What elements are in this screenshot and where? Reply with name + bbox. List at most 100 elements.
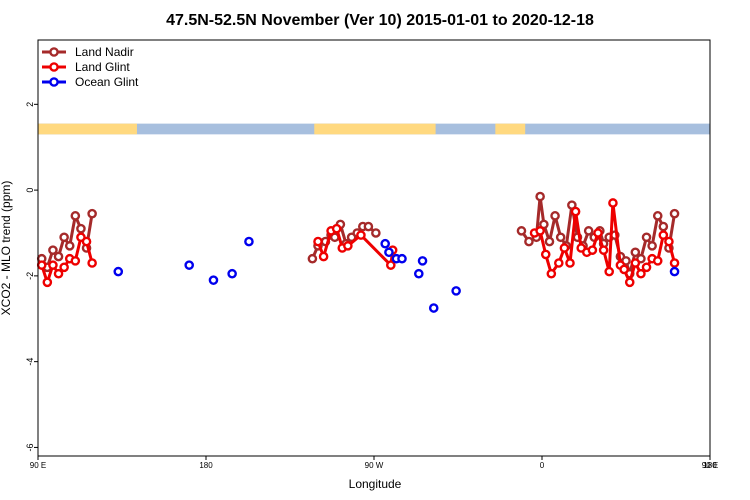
land-nadir-point [555, 232, 566, 243]
land-nadir-point [535, 191, 545, 202]
ocean-glint-point [244, 236, 254, 247]
y-axis-label: XCO2 - MLO trend (ppm) [0, 181, 13, 316]
series-layer [36, 191, 680, 313]
y-tick-label: -2 [25, 272, 35, 280]
land-strip-segment [495, 123, 526, 135]
land-nadir-point [641, 232, 652, 243]
legend-marker-land-glint [49, 62, 59, 72]
ocean-glint-point [428, 303, 439, 313]
land-nadir-point [583, 226, 594, 236]
land-glint-point [546, 268, 557, 279]
land-glint-point [624, 277, 635, 288]
ocean-glint-point [451, 286, 461, 296]
land-glint-point [70, 256, 81, 266]
land-glint-point [554, 258, 564, 268]
x-tick-label: 90 E [702, 461, 718, 470]
ocean-glint-point [184, 260, 194, 270]
land-glint-point [652, 256, 663, 266]
legend-label-ocean-glint: Ocean Glint [75, 75, 139, 89]
land-glint-point [87, 258, 97, 268]
land-glint-point [53, 268, 64, 279]
land-glint-point [604, 266, 615, 277]
land-glint-point [313, 236, 323, 247]
legend-marker-ocean-glint [49, 77, 59, 87]
land-glint-point [385, 260, 396, 270]
land-glint-point [42, 277, 53, 288]
land-glint-point [636, 268, 646, 279]
land-glint-point [36, 260, 47, 270]
land-glint-point [343, 241, 353, 251]
land-glint-point [598, 245, 609, 255]
ocean-glint-series [113, 236, 680, 313]
land-nadir-point [524, 236, 534, 247]
land-ocean-strip [38, 123, 710, 135]
land-glint-point [570, 206, 581, 217]
land-glint-point [331, 223, 342, 234]
land-glint-point [587, 245, 598, 255]
land-nadir-point [669, 208, 680, 219]
land-nadir-point [59, 232, 69, 243]
land-strip-segment [38, 123, 137, 135]
legend-label-land-nadir: Land Nadir [75, 45, 134, 59]
y-tick-label: -4 [25, 358, 35, 366]
land-nadir-point [76, 223, 86, 234]
land-glint-point [664, 236, 674, 247]
land-strip-segment [314, 123, 436, 135]
land-nadir-point [70, 211, 81, 221]
land-glint-point [48, 260, 58, 270]
land-glint-point [658, 230, 669, 240]
land-glint-point [619, 264, 629, 275]
land-nadir-point [658, 221, 669, 232]
land-glint-point [535, 226, 545, 236]
x-tick-label: 180 [199, 461, 213, 470]
ocean-glint-point [413, 268, 424, 279]
ocean-glint-point [113, 266, 124, 277]
land-glint-point [565, 258, 575, 268]
land-glint-point [641, 262, 652, 273]
y-tick-label: 2 [25, 102, 35, 107]
plot-frame [37, 39, 711, 457]
land-nadir-point [363, 221, 374, 232]
land-glint-point [608, 198, 618, 208]
land-glint-point [559, 243, 570, 253]
land-glint-point [81, 236, 92, 247]
land-nadir-point [516, 226, 527, 236]
ocean-glint-point [384, 247, 394, 258]
ocean-glint-point [227, 268, 237, 279]
ocean-glint-point [208, 275, 219, 285]
land-nadir-point [647, 241, 657, 251]
x-axis-label: Longitude [349, 477, 402, 491]
land-glint-series [36, 198, 680, 288]
y-tick-label: 0 [25, 188, 35, 193]
land-nadir-point [87, 208, 97, 219]
land-glint-point [356, 230, 366, 240]
land-nadir-point [544, 236, 555, 247]
land-glint-point [318, 251, 329, 262]
chart-title: 47.5N-52.5N November (Ver 10) 2015-01-01… [166, 12, 594, 29]
land-nadir-point [652, 211, 663, 221]
legend-marker-land-nadir [49, 47, 59, 57]
land-nadir-point [630, 247, 641, 258]
land-nadir-point [48, 245, 58, 255]
land-nadir-point [371, 228, 381, 238]
ocean-glint-point [669, 266, 680, 277]
land-nadir-point [64, 241, 75, 251]
ocean-glint-point [397, 253, 407, 264]
land-nadir-point [307, 253, 318, 264]
land-nadir-point [550, 211, 560, 221]
legend-label-land-glint: Land Glint [75, 60, 130, 74]
ocean-glint-point [417, 256, 428, 266]
x-tick-label: 90 E [30, 461, 46, 470]
land-glint-point [669, 258, 680, 268]
x-tick-label: 180 [703, 461, 717, 470]
ocean-glint-point [380, 238, 391, 249]
land-glint-point [540, 249, 551, 260]
x-tick-label: 90 W [365, 461, 384, 470]
land-nadir-point [53, 251, 64, 262]
land-glint-point [630, 258, 641, 268]
land-glint-point [593, 228, 603, 238]
land-glint-point [59, 262, 69, 273]
